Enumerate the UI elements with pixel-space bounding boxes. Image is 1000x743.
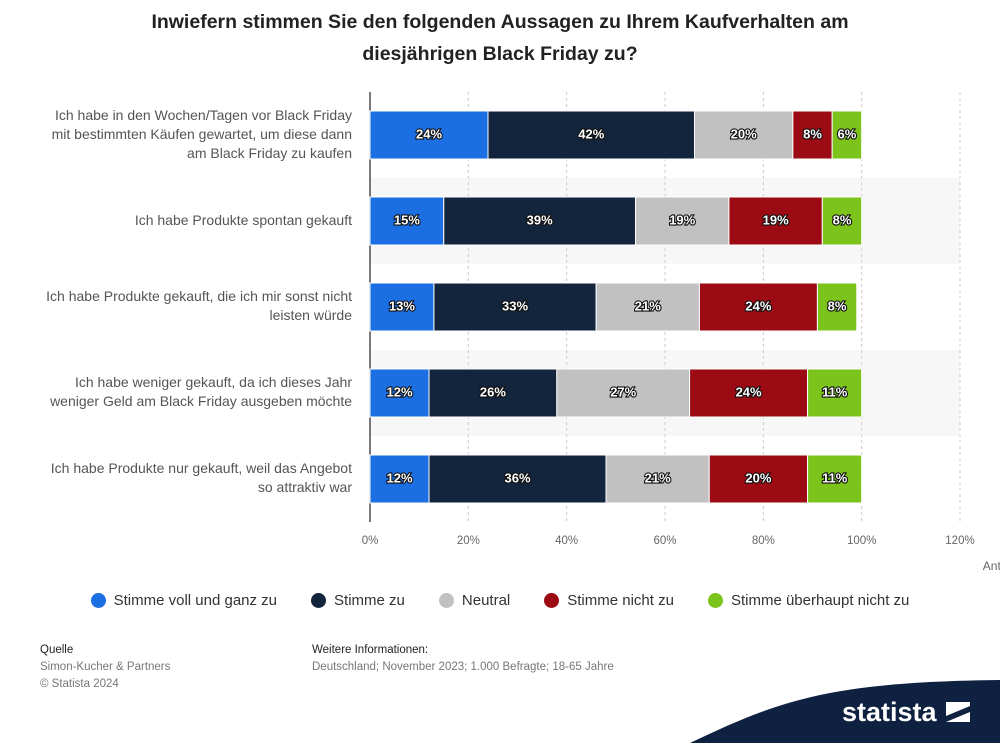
legend-marker — [90, 593, 106, 608]
bar-segment — [807, 368, 863, 418]
legend-label: Stimme nicht zu — [567, 592, 674, 609]
data-label: 12% — [386, 384, 412, 399]
data-label: 21% — [645, 470, 671, 485]
data-label: 19% — [669, 212, 695, 227]
x-tick-label: 120% — [945, 535, 974, 547]
data-label: 20% — [745, 470, 771, 485]
data-label: 21% — [635, 298, 661, 313]
bar-segment — [369, 454, 430, 504]
source-block: Quelle Simon-Kucher & Partners © Statist… — [40, 642, 170, 693]
bar-segment — [694, 110, 794, 160]
data-label: 13% — [389, 298, 415, 313]
bar-segment — [556, 368, 691, 418]
data-label: 8% — [803, 126, 822, 141]
data-label: 8% — [828, 298, 847, 313]
legend-item: Stimme zu — [311, 592, 405, 609]
category-label: Ich habe weniger gekauft, da ich dieses … — [50, 374, 352, 409]
logo-icon — [946, 702, 970, 722]
data-label: 24% — [416, 126, 442, 141]
bar-segment — [605, 454, 710, 504]
bar-segment — [487, 110, 695, 160]
bar-segment — [443, 196, 636, 246]
data-label: 36% — [504, 470, 530, 485]
info-title: Weitere Informationen: — [312, 644, 429, 656]
x-tick-label: 40% — [555, 535, 578, 547]
data-label: 11% — [822, 470, 848, 485]
bar-segment — [433, 282, 597, 332]
info-block: Weitere Informationen: Deutschland; Nove… — [312, 642, 614, 676]
source-title: Quelle — [40, 644, 74, 656]
data-label: 27% — [610, 384, 636, 399]
category-label: Ich habe Produkte gekauft, die ich mir s… — [46, 288, 352, 323]
bar-segment — [635, 196, 730, 246]
bar-segment — [369, 196, 445, 246]
legend-marker — [707, 593, 723, 608]
data-label: 12% — [386, 470, 412, 485]
bar-segment — [428, 454, 607, 504]
legend-label: Stimme voll und ganz zu — [113, 592, 278, 609]
data-label: 33% — [502, 298, 528, 313]
data-label: 26% — [480, 384, 506, 399]
legend-item: Neutral — [438, 592, 511, 609]
data-label: 24% — [745, 298, 771, 313]
x-tick-label: 100% — [847, 535, 876, 547]
copyright: © Statista 2024 — [40, 678, 119, 690]
info: Deutschland; November 2023; 1.000 Befrag… — [312, 661, 614, 673]
logo-background — [690, 680, 1000, 743]
data-label: 39% — [527, 212, 553, 227]
legend: Stimme voll und ganz zu Stimme zu Neutral S… — [0, 592, 1000, 609]
data-label: 15% — [394, 212, 420, 227]
x-tick-label: 80% — [752, 535, 775, 547]
bar-segment — [807, 454, 863, 504]
bar-segment — [428, 368, 558, 418]
category-label: Ich habe in den Wochen/Tagen vor Black F… — [51, 106, 352, 161]
bar-segment — [821, 196, 863, 246]
bar-segment — [595, 282, 700, 332]
bar-segment — [369, 110, 489, 160]
bar-segment — [728, 196, 823, 246]
data-label: 8% — [833, 212, 852, 227]
legend-marker — [438, 593, 454, 608]
legend-marker — [311, 593, 327, 608]
x-tick-label: 60% — [653, 535, 676, 547]
x-tick-label: 0% — [362, 535, 379, 547]
chart-title: Inwiefern stimmen Sie den folgenden Auss… — [151, 11, 849, 65]
legend-item: Stimme nicht zu — [544, 592, 674, 609]
source: Simon-Kucher & Partners — [40, 661, 171, 673]
data-label: 24% — [736, 384, 762, 399]
category-label: Ich habe Produkte spontan gekauft — [134, 211, 352, 228]
bar-segment — [689, 368, 809, 418]
legend-label: Neutral — [461, 592, 511, 609]
legend-item: Stimme voll und ganz zu — [90, 592, 278, 609]
x-tick-label: 20% — [457, 535, 480, 547]
logo-text: statista — [842, 697, 938, 727]
bar-segment — [831, 110, 863, 160]
x-axis-title: Anteil der Befragten — [983, 559, 1000, 573]
bar-segment — [369, 368, 430, 418]
data-label: 19% — [763, 212, 789, 227]
bar-segment — [708, 454, 809, 504]
data-label: 11% — [822, 384, 848, 399]
legend-marker — [544, 593, 560, 608]
data-label: 6% — [838, 126, 857, 141]
bar-segment — [816, 282, 858, 332]
legend-label: Stimme überhaupt nicht zu — [730, 592, 910, 609]
data-label: 20% — [731, 126, 757, 141]
category-label: Ich habe Produkte nur gekauft, weil das … — [50, 460, 352, 495]
legend-label: Stimme zu — [334, 592, 405, 609]
legend-item: Stimme überhaupt nicht zu — [707, 592, 910, 609]
data-label: 42% — [578, 126, 604, 141]
